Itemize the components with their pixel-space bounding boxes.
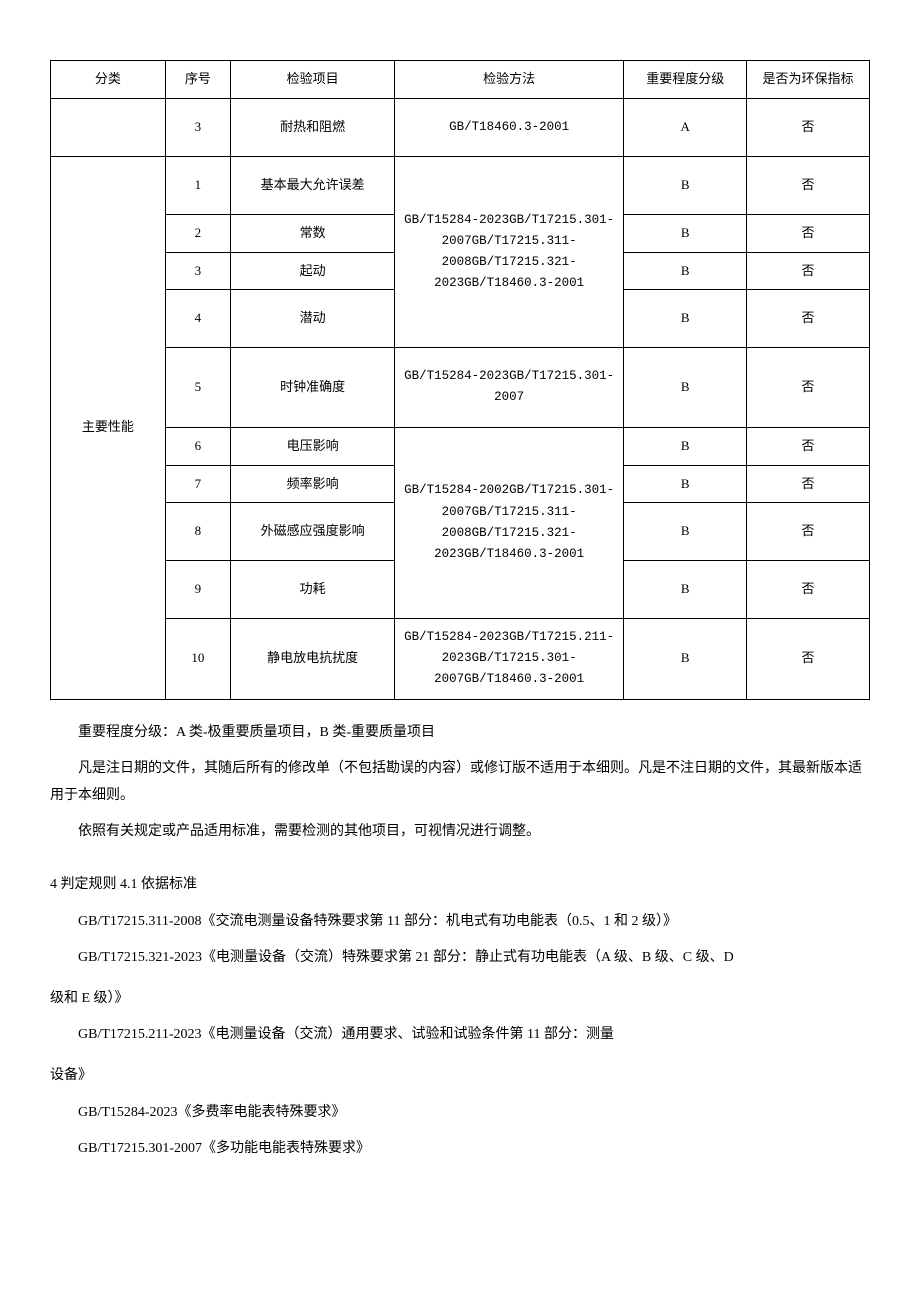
level-cell: B — [624, 503, 747, 561]
header-item: 检验项目 — [231, 61, 395, 99]
level-cell: B — [624, 214, 747, 252]
standard-ref: GB/T17215.311-2008《交流电测量设备特殊要求第 11 部分：机电… — [50, 909, 870, 936]
item-cell: 耐热和阻燃 — [231, 98, 395, 156]
num-cell: 2 — [165, 214, 231, 252]
section-heading: 4 判定规则 4.1 依据标准 — [50, 872, 870, 899]
table-row: 6 电压影响 GB/T15284-2002GB/T17215.301-2007G… — [51, 427, 870, 465]
num-cell: 3 — [165, 252, 231, 290]
num-cell: 3 — [165, 98, 231, 156]
num-cell: 5 — [165, 348, 231, 428]
env-cell: 否 — [747, 561, 870, 619]
item-cell: 外磁感应强度影响 — [231, 503, 395, 561]
level-cell: B — [624, 290, 747, 348]
level-cell: B — [624, 618, 747, 699]
item-cell: 起动 — [231, 252, 395, 290]
env-cell: 否 — [747, 503, 870, 561]
method-cell: GB/T18460.3-2001 — [394, 98, 623, 156]
level-cell: B — [624, 465, 747, 503]
num-cell: 6 — [165, 427, 231, 465]
num-cell: 8 — [165, 503, 231, 561]
env-cell: 否 — [747, 465, 870, 503]
num-cell: 9 — [165, 561, 231, 619]
level-cell: B — [624, 561, 747, 619]
env-cell: 否 — [747, 618, 870, 699]
method-cell: GB/T15284-2023GB/T17215.211-2023GB/T1721… — [394, 618, 623, 699]
header-category: 分类 — [51, 61, 166, 99]
env-cell: 否 — [747, 348, 870, 428]
standard-ref: GB/T17215.301-2007《多功能电能表特殊要求》 — [50, 1136, 870, 1163]
table-row: 3 耐热和阻燃 GB/T18460.3-2001 A 否 — [51, 98, 870, 156]
table-header-row: 分类 序号 检验项目 检验方法 重要程度分级 是否为环保指标 — [51, 61, 870, 99]
note-other-items: 依照有关规定或产品适用标准，需要检测的其他项目，可视情况进行调整。 — [50, 819, 870, 846]
standard-ref-cont: 级和 E 级）》 — [50, 986, 870, 1013]
method-cell: GB/T15284-2002GB/T17215.301-2007GB/T1721… — [394, 427, 623, 618]
header-env: 是否为环保指标 — [747, 61, 870, 99]
standard-ref-cont: 设备》 — [50, 1063, 870, 1090]
item-cell: 电压影响 — [231, 427, 395, 465]
table-row: 主要性能 1 基本最大允许误差 GB/T15284-2023GB/T17215.… — [51, 157, 870, 215]
level-cell: B — [624, 348, 747, 428]
env-cell: 否 — [747, 214, 870, 252]
standard-ref: GB/T15284-2023《多费率电能表特殊要求》 — [50, 1100, 870, 1127]
item-cell: 频率影响 — [231, 465, 395, 503]
env-cell: 否 — [747, 427, 870, 465]
item-cell: 基本最大允许误差 — [231, 157, 395, 215]
env-cell: 否 — [747, 290, 870, 348]
level-cell: B — [624, 427, 747, 465]
env-cell: 否 — [747, 98, 870, 156]
header-level: 重要程度分级 — [624, 61, 747, 99]
note-dated-files: 凡是注日期的文件，其随后所有的修改单（不包括勘误的内容）或修订版不适用于本细则。… — [50, 756, 870, 809]
level-cell: A — [624, 98, 747, 156]
header-num: 序号 — [165, 61, 231, 99]
level-cell: B — [624, 157, 747, 215]
env-cell: 否 — [747, 157, 870, 215]
num-cell: 10 — [165, 618, 231, 699]
method-cell: GB/T15284-2023GB/T17215.301-2007 — [394, 348, 623, 428]
category-cell: 主要性能 — [51, 157, 166, 700]
item-cell: 时钟准确度 — [231, 348, 395, 428]
standard-ref: GB/T17215.321-2023《电测量设备（交流）特殊要求第 21 部分：… — [50, 945, 870, 972]
item-cell: 静电放电抗扰度 — [231, 618, 395, 699]
inspection-table: 分类 序号 检验项目 检验方法 重要程度分级 是否为环保指标 3 耐热和阻燃 G… — [50, 60, 870, 700]
header-method: 检验方法 — [394, 61, 623, 99]
item-cell: 功耗 — [231, 561, 395, 619]
item-cell: 潜动 — [231, 290, 395, 348]
env-cell: 否 — [747, 252, 870, 290]
table-row: 10 静电放电抗扰度 GB/T15284-2023GB/T17215.211-2… — [51, 618, 870, 699]
criteria-section: 4 判定规则 4.1 依据标准 GB/T17215.311-2008《交流电测量… — [50, 872, 870, 1163]
table-row: 5 时钟准确度 GB/T15284-2023GB/T17215.301-2007… — [51, 348, 870, 428]
method-cell: GB/T15284-2023GB/T17215.301-2007GB/T1721… — [394, 157, 623, 348]
num-cell: 1 — [165, 157, 231, 215]
num-cell: 4 — [165, 290, 231, 348]
num-cell: 7 — [165, 465, 231, 503]
standard-ref: GB/T17215.211-2023《电测量设备（交流）通用要求、试验和试验条件… — [50, 1022, 870, 1049]
item-cell: 常数 — [231, 214, 395, 252]
note-grading: 重要程度分级：A 类-极重要质量项目，B 类-重要质量项目 — [50, 720, 870, 747]
category-cell-empty — [51, 98, 166, 156]
level-cell: B — [624, 252, 747, 290]
